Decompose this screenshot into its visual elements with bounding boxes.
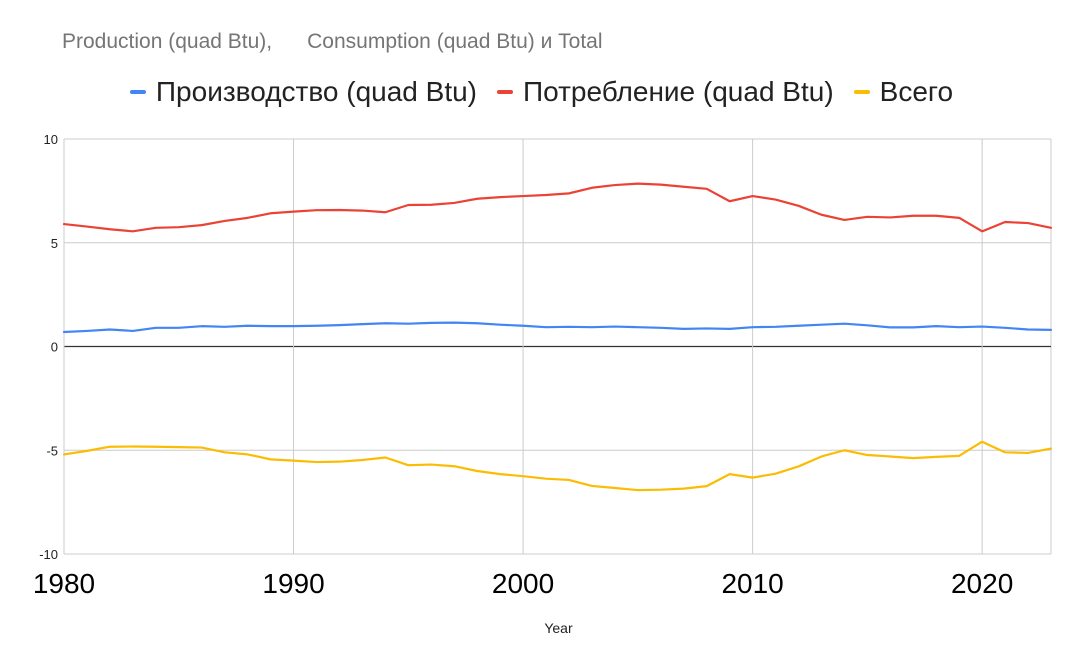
- series-lines: [62, 182, 1053, 492]
- x-tick-label: 2010: [721, 568, 783, 599]
- legend-label-consumption: Потребление (quad Btu): [523, 76, 834, 107]
- y-tick-label: -10: [39, 547, 58, 562]
- y-tick-label: 10: [44, 132, 58, 147]
- legend-item-production[interactable]: Производство (quad Btu): [129, 76, 478, 108]
- x-tick-label: 2020: [951, 568, 1013, 599]
- y-tick-label: 5: [51, 236, 58, 251]
- x-tick-label: 1990: [262, 568, 324, 599]
- legend-swatch-consumption: [497, 90, 514, 94]
- legend-swatch-production: [129, 90, 146, 94]
- x-axis-ticks: 1980 1990 2000 2010 2020: [33, 568, 1013, 599]
- x-axis-title: Year: [544, 620, 573, 636]
- series-line-consumption: [62, 182, 1053, 233]
- legend-item-total[interactable]: Всего: [853, 76, 954, 108]
- legend-label-total: Всего: [879, 76, 954, 107]
- legend-swatch-total: [853, 90, 870, 94]
- x-tick-label: 1980: [33, 568, 95, 599]
- series-line-total: [62, 440, 1053, 492]
- y-tick-label: 0: [51, 340, 58, 355]
- x-tick-label: 2000: [492, 568, 554, 599]
- y-axis-ticks: -10 -5 0 5 10: [39, 132, 58, 562]
- chart-title: Production (quad Btu), Consumption (quad…: [62, 30, 603, 53]
- series-line-production: [62, 321, 1053, 334]
- y-tick-label: -5: [46, 443, 58, 458]
- legend-label-production: Производство (quad Btu): [155, 76, 478, 107]
- gridlines: [63, 138, 1052, 555]
- chart-legend: Производство (quad Btu) Потребление (qua…: [0, 76, 1083, 108]
- legend-item-consumption[interactable]: Потребление (quad Btu): [497, 76, 834, 108]
